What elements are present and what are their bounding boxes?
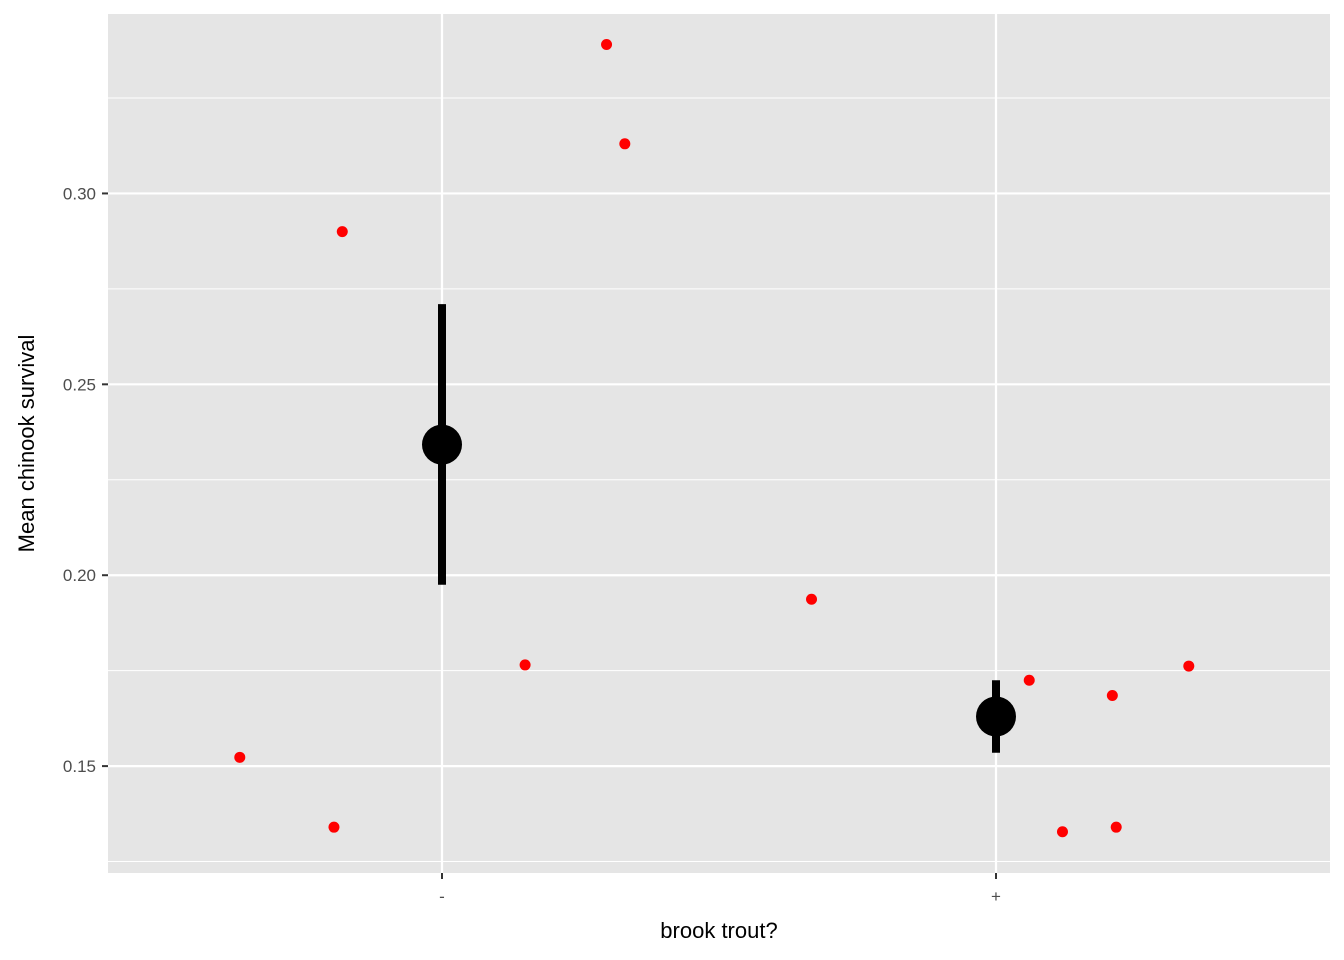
plot-panel: [108, 14, 1330, 873]
y-tick-label: 0.15: [63, 757, 96, 776]
raw-point: [336, 226, 348, 238]
mean-point: [976, 696, 1016, 737]
x-axis: - +: [439, 873, 1001, 906]
raw-points-layer: [234, 39, 1195, 838]
minor-gridlines: [108, 97, 1330, 863]
raw-point: [619, 138, 631, 150]
raw-point: [1056, 826, 1068, 838]
x-tick-label: +: [991, 887, 1001, 906]
raw-point: [1183, 660, 1195, 672]
major-gridlines: [108, 14, 1330, 873]
raw-point: [1106, 689, 1118, 701]
x-tick-label: -: [439, 887, 445, 906]
mean-point: [422, 424, 462, 465]
y-tick-label: 0.20: [63, 566, 96, 585]
raw-point: [234, 751, 246, 763]
y-axis: 0.15 0.20 0.25 0.30: [63, 184, 108, 776]
raw-point: [1023, 674, 1035, 686]
raw-point: [601, 39, 613, 51]
raw-point: [328, 821, 340, 833]
x-axis-title: brook trout?: [660, 918, 777, 943]
y-tick-label: 0.25: [63, 375, 96, 394]
raw-point: [806, 593, 818, 605]
y-axis-title: Mean chinook survival: [14, 335, 39, 553]
raw-point: [1110, 821, 1122, 833]
y-tick-label: 0.30: [63, 184, 96, 203]
summary-layer: [422, 304, 1016, 753]
raw-point: [519, 659, 531, 671]
